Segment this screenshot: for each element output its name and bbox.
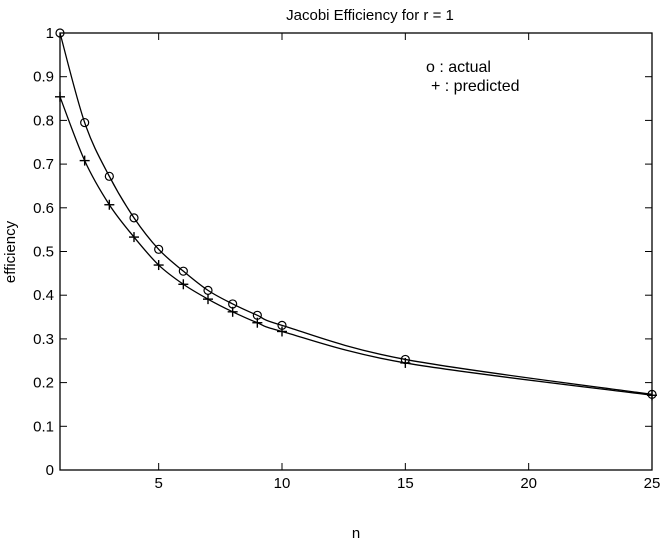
data-point-predicted: [153, 260, 164, 271]
y-tick-label: 1: [46, 25, 54, 42]
legend-entry-predicted: + : predicted: [431, 78, 520, 95]
data-point-predicted: [203, 294, 213, 305]
data-point-predicted: [178, 279, 189, 290]
y-tick-label: 0.1: [33, 418, 54, 435]
chart-title: Jacobi Efficiency for r = 1: [286, 7, 454, 24]
y-axis-label: efficiency: [2, 220, 19, 283]
y-tick-label: 0.9: [33, 69, 54, 86]
legend-entry-actual: o : actual: [426, 59, 491, 76]
data-point-actual: [154, 244, 164, 254]
data-point-predicted: [647, 390, 657, 401]
y-tick-label: 0.2: [33, 375, 54, 392]
data-point-predicted: [400, 357, 411, 368]
data-point-actual: [129, 213, 139, 223]
x-tick-label: 25: [644, 475, 660, 492]
data-point-actual: [80, 117, 90, 128]
legend: o : actual + : predicted: [426, 59, 520, 95]
y-tick-label: 0.6: [33, 200, 54, 217]
series-line-actual: [59, 32, 653, 396]
data-point-predicted: [252, 317, 263, 328]
data-point-predicted: [104, 199, 115, 210]
series-line-predicted: [59, 96, 653, 396]
data-point-predicted: [227, 306, 238, 317]
data-point-actual: [178, 266, 188, 276]
x-tick-label: 15: [397, 475, 414, 492]
series-markers: [55, 28, 657, 401]
y-tick-label: 0: [46, 462, 54, 479]
data-point-predicted: [79, 155, 90, 166]
x-tick-label: 5: [154, 475, 162, 492]
data-point-actual: [104, 171, 114, 181]
y-tick-label: 0.3: [33, 331, 54, 348]
plot-area: [59, 32, 653, 471]
data-point-predicted: [55, 91, 65, 102]
data-point-actual: [55, 28, 65, 38]
series-lines: [59, 32, 653, 396]
x-tick-label: 20: [520, 475, 537, 492]
x-axis-label: n: [352, 525, 360, 542]
y-tick-label: 0.4: [33, 287, 54, 304]
data-point-predicted: [277, 326, 287, 337]
y-tick-label: 0.7: [33, 156, 54, 173]
x-tick-label: 10: [274, 475, 291, 492]
y-tick-label: 0.8: [33, 112, 54, 129]
data-point-predicted: [129, 232, 139, 243]
y-tick-label: 0.5: [33, 244, 54, 261]
axis-ticks: 5 10 15 20 25 0 0.1 0.2 0.3 0.4 0.5 0.6 0.7 0.8 0.9 1: [33, 25, 660, 492]
